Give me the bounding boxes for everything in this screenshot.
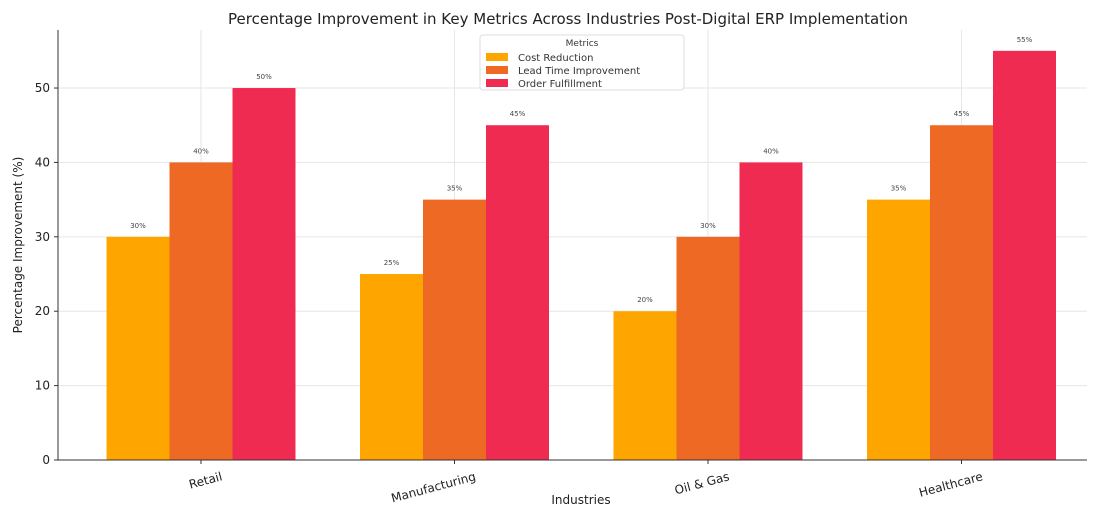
- x-tick-label: Healthcare: [917, 469, 984, 499]
- data-label: 35%: [447, 185, 463, 193]
- chart-title: Percentage Improvement in Key Metrics Ac…: [228, 10, 908, 28]
- data-label: 45%: [954, 110, 970, 118]
- bars-layer: [106, 50, 1056, 461]
- legend-swatch: [486, 53, 508, 61]
- y-tick-label: 0: [42, 453, 50, 467]
- data-label: 40%: [193, 147, 209, 155]
- x-axis-label: Industries: [551, 493, 610, 507]
- y-tick-label: 20: [35, 304, 50, 318]
- bar: [930, 125, 993, 460]
- axes-layer: 0 10 20 30 40 50 Retail Manufacturing Oil & Gas H…: [35, 30, 1087, 505]
- y-tick-label: 40: [35, 155, 50, 169]
- data-label: 45%: [510, 110, 526, 118]
- legend-entry: Lead Time Improvement: [518, 66, 640, 77]
- x-tick-label: Oil & Gas: [673, 469, 731, 497]
- legend-entry: Cost Reduction: [518, 53, 593, 64]
- y-tick-label: 50: [35, 81, 50, 95]
- legend-swatch: [486, 79, 508, 87]
- data-label: 25%: [384, 259, 400, 267]
- bar: [106, 236, 170, 460]
- bar: [993, 50, 1056, 461]
- data-label: 50%: [256, 73, 272, 81]
- bar: [169, 162, 233, 460]
- bar: [676, 236, 740, 460]
- bar: [423, 199, 486, 460]
- bar: [232, 88, 296, 460]
- x-tick-label: Manufacturing: [390, 469, 478, 505]
- data-label: 30%: [130, 222, 146, 230]
- y-axis-label: Percentage Improvement (%): [11, 157, 25, 334]
- data-label: 55%: [1017, 36, 1033, 44]
- bar: [486, 125, 549, 460]
- x-tick-label: Retail: [187, 469, 223, 491]
- y-tick-label: 10: [35, 379, 50, 393]
- legend: Metrics Cost Reduction Lead Time Improveme…: [479, 34, 685, 91]
- bar: [739, 162, 803, 460]
- y-tick-label: 30: [35, 230, 50, 244]
- data-label: 35%: [891, 185, 907, 193]
- legend-title: Metrics: [566, 39, 599, 49]
- data-label: 40%: [763, 147, 779, 155]
- bar: [360, 274, 423, 460]
- bar: [613, 311, 677, 460]
- legend-swatch: [486, 66, 508, 74]
- bar: [867, 199, 930, 460]
- legend-box: [479, 34, 685, 91]
- data-label: 30%: [700, 222, 716, 230]
- data-labels-layer: 30% 40% 50% 25% 35% 45% 20% 30% 40% 35% 45% 55%: [130, 36, 1032, 304]
- data-label: 20%: [637, 296, 653, 304]
- legend-entry: Order Fulfillment: [518, 79, 602, 90]
